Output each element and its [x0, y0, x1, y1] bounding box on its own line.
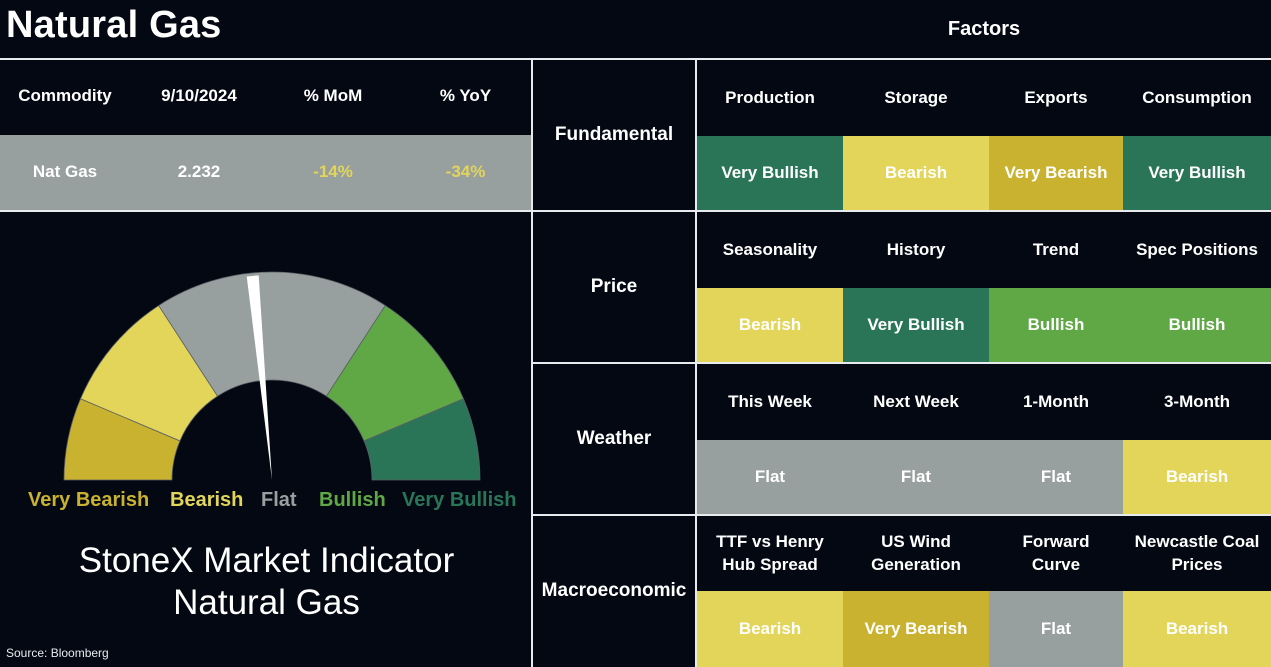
commodity-name: Nat Gas: [32, 162, 98, 182]
factor-signal-us-wind-generation: Very Bearish: [843, 591, 989, 667]
page-title: Natural Gas: [6, 4, 222, 46]
indicator-title-line2: Natural Gas: [173, 583, 360, 622]
divider-vertical-2: [695, 58, 697, 667]
factor-name-seasonality: Seasonality: [722, 239, 818, 259]
header-mom: % MoM: [303, 86, 363, 106]
factors-title: Factors: [947, 17, 1021, 40]
factor-name-history: History: [886, 239, 946, 259]
factor-signal-exports: Very Bearish: [989, 136, 1123, 210]
factor-signal-seasonality: Bearish: [697, 288, 843, 362]
factor-name-next-week: Next Week: [873, 391, 959, 411]
factor-name-spec-positions: Spec Positions: [1136, 239, 1258, 259]
factor-name-forward-curve: Forward Curve: [1022, 531, 1090, 574]
factor-name-us-wind-generation: US Wind Generation: [871, 531, 961, 574]
gauge-segment-flat: [158, 271, 386, 397]
factor-name-ttf-vs-henry-hub-spread: TTF vs Henry Hub Spread: [716, 531, 824, 574]
gauge-needle: [246, 275, 272, 480]
divider-row-2: [533, 362, 1271, 364]
factor-name-exports: Exports: [1024, 87, 1088, 107]
commodity-price: 2.232: [177, 162, 221, 182]
gauge-label-flat: Flat: [261, 489, 297, 511]
factor-name-storage: Storage: [884, 87, 948, 107]
source-note: Source: Bloomberg: [6, 646, 109, 660]
divider-left-mid: [0, 210, 533, 212]
factor-name-3-month: 3-Month: [1163, 391, 1231, 411]
factor-signal-spec-positions: Bullish: [1123, 288, 1271, 362]
factor-name-this-week: This Week: [728, 391, 812, 411]
factor-signal-1-month: Flat: [989, 440, 1123, 514]
header-date: 9/10/2024: [161, 86, 237, 106]
gauge-label-bullish: Bullish: [319, 489, 386, 511]
factor-name-production: Production: [725, 87, 815, 107]
indicator-title: StoneX Market Indicator Natural Gas: [0, 540, 533, 624]
factor-signal-ttf-vs-henry-hub-spread: Bearish: [697, 591, 843, 667]
header-commodity: Commodity: [18, 86, 112, 106]
divider-top: [0, 58, 1271, 60]
gauge-label-very-bearish: Very Bearish: [28, 489, 150, 511]
factor-signal-forward-curve: Flat: [989, 591, 1123, 667]
factor-name-trend: Trend: [1032, 239, 1080, 259]
gauge-segment-very-bullish: [363, 398, 481, 481]
factor-signal-history: Very Bullish: [843, 288, 989, 362]
factor-name-newcastle-coal-prices: Newcastle Coal Prices: [1134, 531, 1260, 574]
factor-signal-trend: Bullish: [989, 288, 1123, 362]
header-yoy: % YoY: [439, 86, 492, 106]
gauge-label-bearish: Bearish: [170, 489, 244, 511]
divider-row-3: [533, 514, 1271, 516]
gauge-label-very-bullish: Very Bullish: [402, 489, 517, 511]
factor-signal-this-week: Flat: [697, 440, 843, 514]
factor-signal-storage: Bearish: [843, 136, 989, 210]
factor-signal-3-month: Bearish: [1123, 440, 1271, 514]
divider-vertical-1: [531, 58, 533, 667]
factor-signal-production: Very Bullish: [697, 136, 843, 210]
category-weather: Weather: [576, 428, 652, 450]
factor-signal-consumption: Very Bullish: [1123, 136, 1271, 210]
factor-name-1-month: 1-Month: [1022, 391, 1090, 411]
category-fundamental: Fundamental: [554, 124, 674, 146]
factor-signal-newcastle-coal-prices: Bearish: [1123, 591, 1271, 667]
category-price: Price: [590, 276, 638, 298]
sentiment-gauge: [63, 271, 481, 481]
summary-row-background: [0, 135, 531, 210]
indicator-title-line1: StoneX Market Indicator: [78, 541, 455, 580]
factor-name-consumption: Consumption: [1142, 87, 1252, 107]
yoy-change: -34%: [445, 162, 486, 182]
mom-change: -14%: [313, 162, 353, 182]
divider-row-1: [533, 210, 1271, 212]
category-macroeconomic: Macroeconomic: [541, 580, 687, 602]
factor-signal-next-week: Flat: [843, 440, 989, 514]
